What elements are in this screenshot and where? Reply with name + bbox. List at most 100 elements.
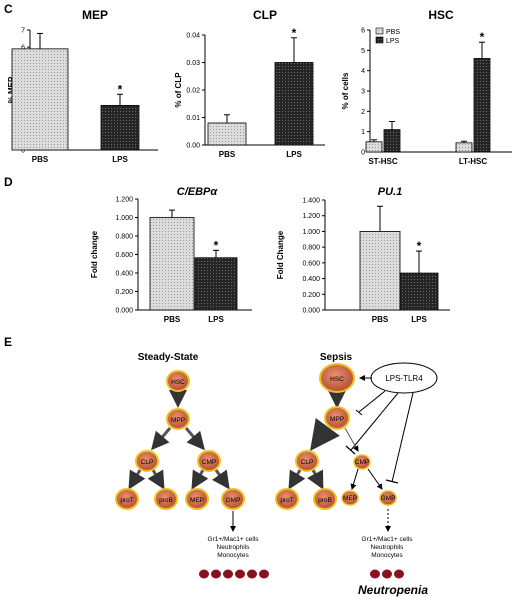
sepsis-title: Sepsis (320, 352, 353, 363)
svg-text:GMP: GMP (226, 497, 241, 504)
hsc-ytick-label: 2 (361, 109, 365, 116)
mep-ylabel: % MEP (7, 76, 16, 103)
clp-title: CLP (253, 8, 277, 22)
hsc-bar-lps-1-significance: * (480, 30, 485, 44)
clp-ytick-label: 0.02 (186, 88, 200, 95)
hsc-ylabel: % of cells (341, 72, 350, 109)
lps-tlr4-label: LPS-TLR4 (385, 374, 423, 383)
hsc-chart: 0 1 2 3 4 5 6 HSC % of cells ST-HSC * LT-HSC PBS LPS (341, 8, 512, 166)
steady-state-diagram: Steady-State HSC MPP CLP CMP proT (115, 352, 269, 579)
clp-bar-lps-significance: * (292, 26, 297, 40)
mep-bar-lps-significance: * (118, 82, 123, 96)
svg-text:HSC: HSC (171, 379, 185, 386)
neutrophil-dot (247, 569, 257, 579)
cebpa-ytick-label: 0.600 (115, 252, 133, 259)
arrow-mpp-clp (151, 427, 172, 451)
neutrophil-dot (370, 569, 380, 579)
cebpa-ytick-label: 0.000 (115, 308, 133, 315)
hsc-bar-lps-0 (383, 129, 401, 153)
node-clp: CLP (135, 450, 159, 472)
pu1-ytick-label: 0.200 (302, 292, 320, 299)
pu1-ytick-label: 0.000 (302, 308, 320, 315)
pu1-ytick-label: 1.400 (302, 198, 320, 205)
pu1-bar-lps-significance: * (417, 239, 422, 253)
pu1-ytick-label: 0.800 (302, 245, 320, 252)
node-mpp: MPP (166, 408, 190, 430)
node-gmp-sepsis: GMP (379, 490, 397, 506)
clp-xtick-label: LPS (286, 150, 302, 159)
cebpa-ylabel: Fold change (90, 230, 99, 278)
svg-text:GMP: GMP (381, 495, 396, 502)
hsc-bar-pbs-0 (365, 141, 383, 153)
svg-text:HSC: HSC (330, 376, 344, 383)
hsc-legend-swatch-lps (375, 36, 384, 44)
svg-text:MEP: MEP (343, 495, 357, 502)
svg-text:proB: proB (318, 497, 332, 504)
svg-text:CMP: CMP (355, 459, 369, 466)
sepsis-output-2: Neutrophils (371, 544, 405, 551)
node-clp-sepsis: CLP (295, 450, 319, 472)
pu1-xtick-label: LPS (411, 315, 427, 324)
clp-ytick-label: 0.00 (186, 143, 200, 150)
sepsis-output-3: Monocytes (371, 552, 403, 559)
arrow-clp-prot (128, 469, 146, 490)
cebpa-title: C/EBPα (177, 186, 219, 198)
pu1-xtick-label: PBS (372, 315, 389, 324)
mep-ytick-label: 0 (21, 148, 25, 155)
node-prob-sepsis: proB (313, 488, 337, 510)
clp-bar-lps (274, 62, 314, 146)
cebpa-xtick-label: LPS (208, 315, 224, 324)
hsc-legend-swatch-pbs (375, 27, 384, 35)
hsc-ytick-label: 3 (361, 89, 365, 96)
inhibit-lps-cmp (350, 392, 399, 451)
node-cmp-sepsis: CMP (353, 454, 371, 470)
cebpa-xtick-label: PBS (164, 315, 181, 324)
svg-text:MPP: MPP (330, 416, 344, 423)
hsc-xtick-label: ST-HSC (368, 157, 398, 166)
lps-tlr4-regulator: LPS-TLR4 (370, 362, 438, 394)
clp-chart: 0.00 0.01 0.02 0.03 0.04 CLP % of CLP PBS * LPS (174, 8, 325, 159)
arrow-lps-mpp (358, 390, 386, 413)
arrow-mpp-clp-sepsis (310, 417, 340, 452)
node-mep-sepsis: MEP (341, 490, 359, 506)
node-prob: proB (154, 488, 178, 510)
clp-bar-pbs (207, 122, 247, 146)
clp-ytick-label: 0.01 (186, 115, 200, 122)
hsc-ytick-label: 6 (361, 28, 365, 35)
steady-neutrophil-dots (199, 569, 269, 579)
cebpa-chart: 0.000 0.200 0.400 0.600 0.800 1.000 1.200 C/EBP… (90, 186, 252, 324)
hsc-ytick-label: 5 (361, 48, 365, 55)
hsc-ytick-label: 4 (361, 68, 365, 75)
node-gmp: GMP (221, 488, 245, 510)
cebpa-ytick-label: 1.000 (115, 215, 133, 222)
node-hsc-sepsis: HSC (319, 363, 355, 393)
arrow-clp-prot-sepsis (288, 469, 306, 490)
clp-ytick-label: 0.04 (186, 33, 200, 40)
cebpa-bar-pbs (149, 217, 195, 311)
steady-output-2: Neutrophils (217, 544, 251, 551)
pu1-bar-lps (399, 272, 439, 311)
mep-title: MEP (82, 8, 108, 22)
arrow-clp-prob (147, 469, 165, 490)
inhibit-lps-gmp (391, 392, 414, 483)
node-hsc: HSC (166, 370, 190, 392)
cebpa-ytick-label: 0.800 (115, 234, 133, 241)
mep-xtick-label: PBS (32, 155, 49, 164)
hsc-bar-pbs-1 (455, 142, 473, 153)
svg-text:MPP: MPP (171, 417, 185, 424)
node-prot: proT (115, 488, 139, 510)
node-mpp-sepsis: MPP (324, 406, 350, 430)
arrow-cmp-mep (191, 469, 209, 490)
arrow-mpp-cmp (184, 427, 205, 451)
svg-text:proB: proB (159, 497, 173, 504)
sepsis-diagram: Sepsis LPS-TLR4 HSC MPP (275, 352, 438, 597)
pu1-ytick-label: 0.400 (302, 276, 320, 283)
neutrophil-dot (235, 569, 245, 579)
arrow-cmp-gmp-sepsis (367, 468, 383, 490)
steady-state-title: Steady-State (138, 352, 199, 363)
neutrophil-dot (199, 569, 209, 579)
node-prot-sepsis: proT (275, 488, 299, 510)
cebpa-bar-lps-significance: * (214, 238, 219, 252)
clp-xtick-label: PBS (219, 150, 236, 159)
neutrophil-dot (223, 569, 233, 579)
